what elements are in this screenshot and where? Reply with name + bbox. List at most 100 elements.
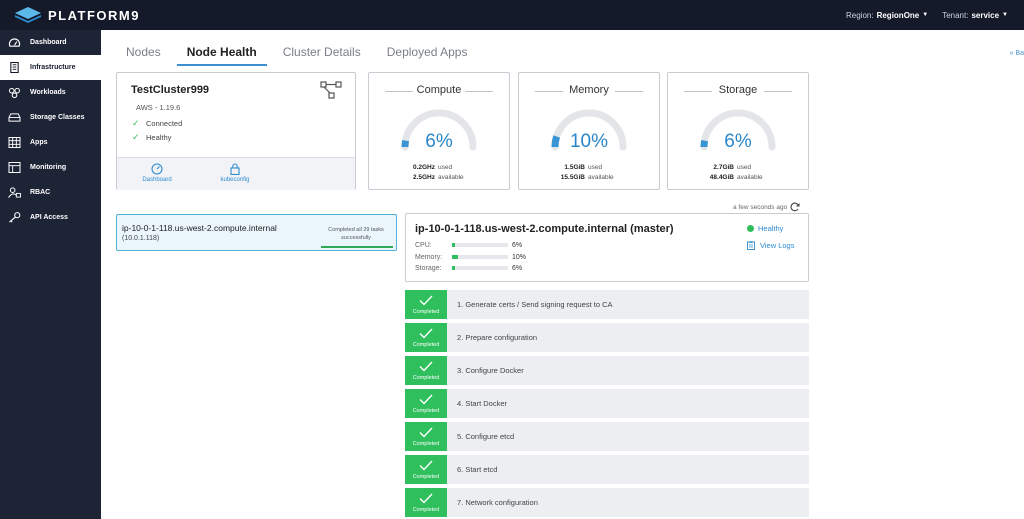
metric-value: 6% xyxy=(512,264,523,272)
check-icon xyxy=(419,427,433,438)
gauge-percent: 10% xyxy=(569,131,609,152)
available-label: available xyxy=(438,174,464,181)
task-label: 3. Configure Docker xyxy=(457,366,524,375)
status-line: successfully xyxy=(341,235,371,241)
status-connected-label: Connected xyxy=(146,119,183,128)
task-status-badge: Completed xyxy=(405,455,447,484)
sidebar-item-apps[interactable]: Apps xyxy=(0,130,101,155)
check-icon xyxy=(419,493,433,504)
view-logs-link[interactable]: View Logs xyxy=(747,241,794,250)
node-list-item[interactable]: ip-10-0-1-118.us-west-2.compute.internal… xyxy=(116,214,397,251)
metric-bar xyxy=(452,266,508,270)
last-updated: a few seconds ago xyxy=(733,202,800,212)
metric-bar xyxy=(452,255,508,259)
sidebar-item-rbac[interactable]: RBAC xyxy=(0,180,101,205)
sidebar-item-label: Monitoring xyxy=(30,164,67,171)
tab-cluster-details[interactable]: Cluster Details xyxy=(282,45,361,59)
refresh-icon[interactable] xyxy=(790,202,800,212)
gauge-available: 15.5GiB available xyxy=(519,174,659,181)
dashboard-link-label: Dashboard xyxy=(142,177,172,183)
dashboard-gauge-icon xyxy=(7,37,21,49)
gauge-used: 2.7GiB used xyxy=(668,164,808,171)
memory-gauge xyxy=(551,109,627,151)
tab-node-health[interactable]: Node Health xyxy=(176,45,267,66)
metric-fill xyxy=(452,255,458,259)
used-label: used xyxy=(737,164,752,171)
task-row: Completed 4. Start Docker xyxy=(405,389,809,418)
sidebar-item-label: Apps xyxy=(30,139,48,146)
platform9-logo-icon xyxy=(15,7,41,23)
cluster-name: TestCluster999 xyxy=(131,84,210,96)
tenant-selector[interactable]: service xyxy=(971,10,1000,20)
task-label: 7. Network configuration xyxy=(457,498,538,507)
sidebar-item-api-access[interactable]: API Access xyxy=(0,205,101,230)
task-row: Completed 2. Prepare configuration xyxy=(405,323,809,352)
check-icon xyxy=(419,295,433,306)
topology-icon[interactable] xyxy=(320,81,342,99)
cluster-status-connected: ✓ Connected xyxy=(132,118,182,129)
kubeconfig-link[interactable]: kubeconfig xyxy=(205,163,265,183)
tab-deployed-apps[interactable]: Deployed Apps xyxy=(386,45,468,59)
metric-label: Storage: xyxy=(415,264,442,272)
gauge-available: 2.5GHz available xyxy=(369,174,509,181)
task-row: Completed 7. Network configuration xyxy=(405,488,809,517)
used-label: used xyxy=(588,164,603,171)
lock-icon xyxy=(230,163,240,175)
compute-gauge-card: Compute 6% 0.2GHz used 2.5GHz available xyxy=(368,72,510,190)
task-status-badge: Completed xyxy=(405,323,447,352)
gauge-title: Storage xyxy=(668,84,808,96)
node-task-status: Completed all 29 tasks successfully xyxy=(317,226,395,242)
task-status: Completed xyxy=(412,341,440,348)
clipboard-icon xyxy=(747,241,755,250)
task-label: 2. Prepare configuration xyxy=(457,333,538,342)
task-label: 6. Start etcd xyxy=(457,465,498,474)
caret-down-icon[interactable]: ▼ xyxy=(1002,12,1008,18)
metric-value: 10% xyxy=(512,253,527,261)
header-selectors: Region: RegionOne ▼ Tenant: service ▼ xyxy=(846,0,1008,30)
back-link[interactable]: « Ba xyxy=(1009,50,1024,57)
gauge-available: 48.4GiB available xyxy=(668,174,808,181)
check-icon xyxy=(419,460,433,471)
grid-icon xyxy=(7,137,21,149)
task-row: Completed 6. Start etcd xyxy=(405,455,809,484)
user-lock-icon xyxy=(7,187,21,199)
status-healthy-label: Healthy xyxy=(146,133,172,142)
region-selector[interactable]: RegionOne xyxy=(876,10,920,20)
monitoring-icon xyxy=(7,162,21,174)
platform9-logo[interactable]: PLATFORM9 xyxy=(14,6,140,24)
task-status-badge: Completed xyxy=(405,290,447,319)
used-value: 0.2GHz xyxy=(412,164,435,171)
node-ip: (10.0.1.118) xyxy=(122,235,160,242)
node-name: ip-10-0-1-118.us-west-2.compute.internal xyxy=(122,223,277,233)
key-icon xyxy=(7,212,21,224)
gauge-used: 0.2GHz used xyxy=(369,164,509,171)
check-icon: ✓ xyxy=(132,132,140,142)
sidebar-item-dashboard[interactable]: Dashboard xyxy=(0,30,101,55)
caret-down-icon[interactable]: ▼ xyxy=(922,12,929,18)
gauge-used: 1.5GiB used xyxy=(519,164,659,171)
cluster-summary-card: TestCluster999 AWS - 1.19.6 ✓ Connected … xyxy=(116,72,356,190)
dashboard-link[interactable]: Dashboard xyxy=(127,163,187,183)
tenant-label: Tenant: xyxy=(942,10,969,20)
gauge-percent: 6% xyxy=(425,131,453,152)
sidebar-item-infrastructure[interactable]: Infrastructure xyxy=(0,55,101,80)
tab-nodes[interactable]: Nodes xyxy=(126,45,161,59)
sidebar-item-storage-classes[interactable]: Storage Classes xyxy=(0,105,101,130)
memory-metric: Memory: 10% xyxy=(415,252,526,262)
sidebar-item-label: RBAC xyxy=(30,189,51,196)
storage-icon xyxy=(7,112,21,124)
sidebar-item-workloads[interactable]: Workloads xyxy=(0,80,101,105)
gauge-title: Compute xyxy=(369,84,509,96)
sidebar-item-monitoring[interactable]: Monitoring xyxy=(0,155,101,180)
task-row: Completed 1. Generate certs / Send signi… xyxy=(405,290,809,319)
check-icon: ✓ xyxy=(132,118,140,128)
gauge-percent: 6% xyxy=(724,131,752,152)
top-bar: PLATFORM9 Region: RegionOne ▼ Tenant: se… xyxy=(0,0,1024,30)
metric-fill xyxy=(452,266,456,270)
metric-label: Memory: xyxy=(415,253,443,261)
task-status-badge: Completed xyxy=(405,422,447,451)
check-icon xyxy=(419,394,433,405)
metric-label: CPU: xyxy=(415,241,432,249)
status-line: Completed all 29 tasks xyxy=(328,227,384,233)
storage-metric: Storage: 6% xyxy=(415,263,522,273)
